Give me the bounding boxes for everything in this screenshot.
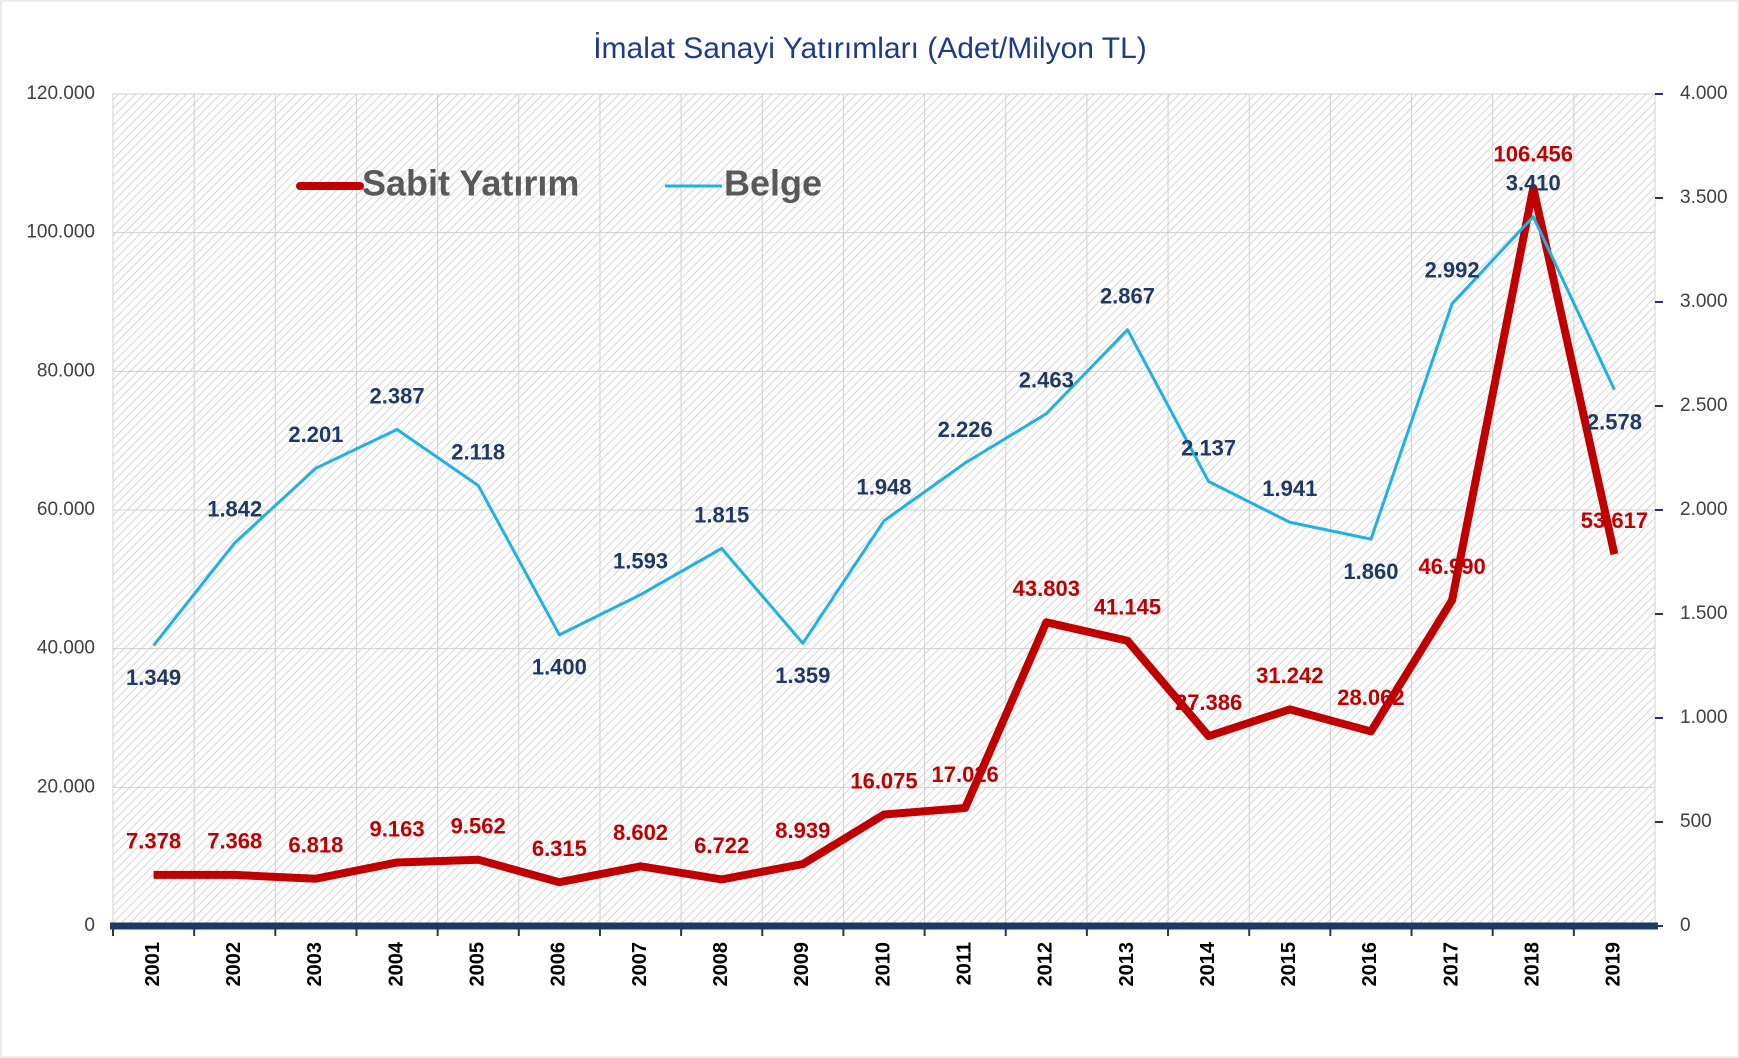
- data-label: 31.242: [1256, 663, 1323, 688]
- data-label: 43.803: [1013, 576, 1080, 601]
- x-tick-label: 2002: [223, 942, 245, 987]
- y2-tick-label: 3.500: [1680, 187, 1728, 208]
- data-label: 1.941: [1262, 476, 1317, 501]
- data-label: 1.860: [1343, 559, 1398, 584]
- data-label: 27.386: [1175, 690, 1242, 715]
- y-tick-label: 20.000: [37, 776, 95, 797]
- x-tick-label: 2014: [1197, 941, 1219, 986]
- y-tick-label: 0: [84, 915, 95, 936]
- x-tick-label: 2003: [304, 942, 326, 987]
- data-label: 2.137: [1181, 435, 1236, 460]
- data-label: 2.201: [288, 422, 343, 447]
- legend-label: Sabit Yatırım: [362, 163, 579, 204]
- y2-tick-label: 1.000: [1680, 707, 1728, 728]
- x-tick-label: 2009: [791, 942, 813, 987]
- data-label: 46.990: [1418, 554, 1485, 579]
- x-tick-label: 2019: [1603, 942, 1625, 987]
- x-tick-label: 2017: [1440, 942, 1462, 987]
- x-tick-label: 2001: [142, 942, 164, 987]
- data-label: 1.593: [613, 548, 668, 573]
- y2-tick-label: 3.000: [1680, 291, 1728, 312]
- data-label: 53.617: [1581, 508, 1648, 533]
- x-tick-label: 2018: [1522, 942, 1544, 987]
- data-label: 2.387: [370, 383, 425, 408]
- data-label: 8.602: [613, 820, 668, 845]
- y2-tick-label: 2.500: [1680, 395, 1728, 416]
- y-tick-label: 80.000: [37, 360, 95, 381]
- data-label: 9.163: [370, 816, 425, 841]
- data-label: 9.562: [451, 814, 506, 839]
- x-tick-label: 2007: [629, 942, 651, 987]
- data-label: 3.410: [1506, 171, 1561, 196]
- y2-tick-label: 0: [1680, 915, 1691, 936]
- x-tick-label: 2013: [1116, 942, 1138, 987]
- y-tick-label: 40.000: [37, 638, 95, 659]
- data-label: 28.062: [1337, 685, 1404, 710]
- series-line: [152, 215, 1616, 647]
- x-tick-label: 2005: [466, 942, 488, 987]
- data-label: 1.948: [856, 475, 911, 500]
- data-label: 2.463: [1019, 368, 1074, 393]
- data-label: 41.145: [1094, 595, 1161, 620]
- x-tick-label: 2004: [385, 941, 407, 986]
- data-label: 7.378: [126, 829, 181, 854]
- data-label: 2.226: [938, 417, 993, 442]
- x-tick-label: 2016: [1359, 942, 1381, 987]
- data-label: 1.400: [532, 655, 587, 680]
- data-label: 7.368: [207, 829, 262, 854]
- data-label: 8.939: [775, 818, 830, 843]
- y2-tick-label: 1.500: [1680, 603, 1728, 624]
- y-tick-label: 120.000: [26, 83, 95, 104]
- data-label: 1.349: [126, 665, 181, 690]
- legend-label: Belge: [724, 163, 822, 204]
- x-tick-label: 2015: [1278, 942, 1300, 987]
- data-label: 2.118: [451, 439, 505, 464]
- data-label: 6.722: [694, 833, 749, 858]
- chart-title: İmalat Sanayi Yatırımları (Adet/Milyon T…: [593, 32, 1147, 65]
- data-label: 2.867: [1100, 283, 1155, 308]
- data-label: 1.842: [207, 497, 262, 522]
- y2-tick-label: 500: [1680, 811, 1712, 832]
- data-label: 1.815: [694, 502, 749, 527]
- data-label: 6.818: [288, 833, 343, 858]
- x-tick-label: 2008: [710, 942, 732, 987]
- x-tick-label: 2006: [548, 942, 570, 987]
- x-tick-label: 2012: [1035, 942, 1057, 987]
- data-label: 2.578: [1587, 410, 1642, 435]
- x-tick-label: 2010: [872, 942, 894, 987]
- data-label: 1.359: [775, 663, 830, 688]
- data-label: 16.075: [850, 768, 917, 793]
- data-label: 17.026: [932, 762, 999, 787]
- series-line: [153, 183, 1619, 887]
- y2-tick-label: 4.000: [1680, 83, 1728, 104]
- x-tick-label: 2011: [953, 942, 975, 985]
- y-tick-label: 100.000: [26, 222, 95, 243]
- y2-tick-label: 2.000: [1680, 499, 1728, 520]
- data-label: 2.992: [1425, 257, 1480, 282]
- y-tick-label: 60.000: [37, 499, 95, 520]
- data-label: 6.315: [532, 836, 587, 861]
- data-label: 106.456: [1493, 142, 1573, 167]
